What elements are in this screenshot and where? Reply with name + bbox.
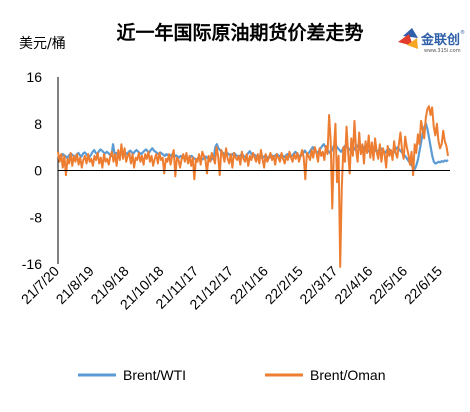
logo: 金联创 ® www.315i.com bbox=[398, 28, 465, 54]
logo-text: 金联创 bbox=[420, 32, 460, 48]
logo-registered-mark: ® bbox=[460, 29, 465, 36]
logo-mark-icon bbox=[398, 28, 418, 49]
legend-label-brent-wti: Brent/WTI bbox=[123, 367, 186, 383]
legend-label-brent-oman: Brent/Oman bbox=[310, 367, 385, 383]
y-tick-label: -8 bbox=[30, 209, 43, 225]
chart-title: 近一年国际原油期货价差走势 bbox=[116, 21, 363, 44]
x-tick-labels: 21/7/2021/8/1921/9/1821/10/1821/11/1721/… bbox=[18, 263, 445, 313]
y-tick-label: -16 bbox=[22, 256, 42, 272]
legend: Brent/WTI Brent/Oman bbox=[78, 367, 385, 383]
series-layer bbox=[57, 105, 449, 268]
y-tick-label: 8 bbox=[34, 116, 42, 132]
series-line-brent-oman bbox=[57, 105, 449, 268]
x-tick-label: 22/3/17 bbox=[296, 263, 340, 307]
x-tick-label: 22/6/15 bbox=[401, 263, 445, 307]
logo-url: www.315i.com bbox=[424, 48, 461, 54]
y-tick-label: 0 bbox=[34, 163, 42, 179]
y-tick-label: 16 bbox=[26, 69, 42, 85]
x-tick-label: 22/4/16 bbox=[331, 263, 375, 307]
x-tick-label: 22/2/15 bbox=[261, 263, 305, 307]
x-tick-label: 21/8/19 bbox=[53, 263, 97, 307]
x-tick-label: 22/5/16 bbox=[366, 263, 410, 307]
x-tick-label: 22/1/16 bbox=[227, 263, 271, 307]
y-tick-labels: 16 8 0 -8 -16 bbox=[22, 69, 42, 272]
y-axis-unit-label: 美元/桶 bbox=[19, 36, 66, 52]
